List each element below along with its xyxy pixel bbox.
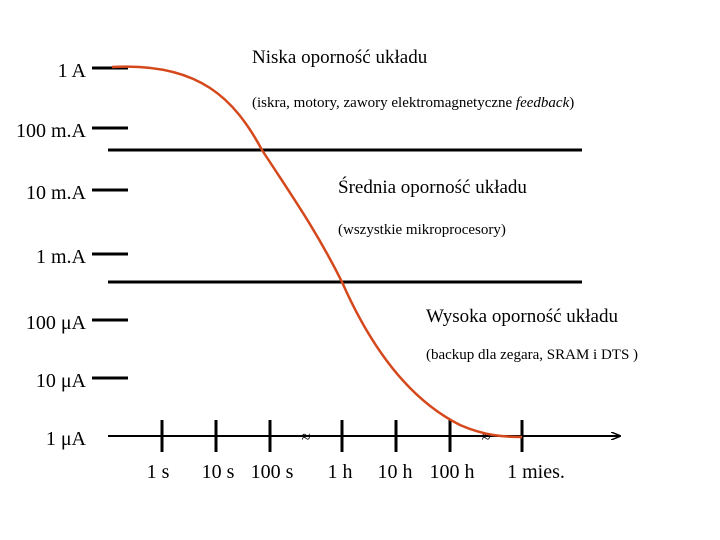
x-label-1h: 1 h [328, 461, 353, 483]
x-label-100s: 100 s [251, 461, 294, 483]
region-high-title: Wysoka oporność układu [426, 306, 618, 327]
x-label-100h: 100 h [430, 461, 475, 483]
axis-break-mark: ≈ [302, 429, 311, 446]
y-label-1a: 1 A [58, 60, 87, 82]
region-mid-subtitle: (wszystkie mikroprocesory) [338, 222, 506, 238]
region-high-subtitle: (backup dla zegara, SRAM i DTS ) [426, 347, 638, 363]
discharge-curve [111, 65, 523, 439]
y-axis-ticks [92, 66, 128, 380]
x-axis-ticks [160, 420, 524, 452]
y-label-100ma: 100 m.A [16, 120, 87, 142]
region-low-subtitle: (iskra, motory, zawory elektromagnetyczn… [252, 95, 574, 111]
x-label-1mies: 1 mies. [507, 461, 565, 483]
y-label-10ma: 10 m.A [26, 182, 87, 204]
y-label-10ua: 10 μA [36, 370, 87, 392]
axis-break-mark: ≈ [482, 429, 491, 446]
region-low-title: Niska oporność układu [252, 47, 428, 68]
x-label-10s: 10 s [202, 461, 235, 483]
y-label-100ua: 100 μA [26, 312, 87, 334]
y-label-1ma: 1 m.A [36, 246, 87, 268]
region-mid-title: Średnia oporność układu [338, 176, 527, 198]
y-label-1ua: 1 μA [46, 428, 87, 450]
x-label-1s: 1 s [147, 461, 170, 483]
x-label-10h: 10 h [378, 461, 413, 483]
